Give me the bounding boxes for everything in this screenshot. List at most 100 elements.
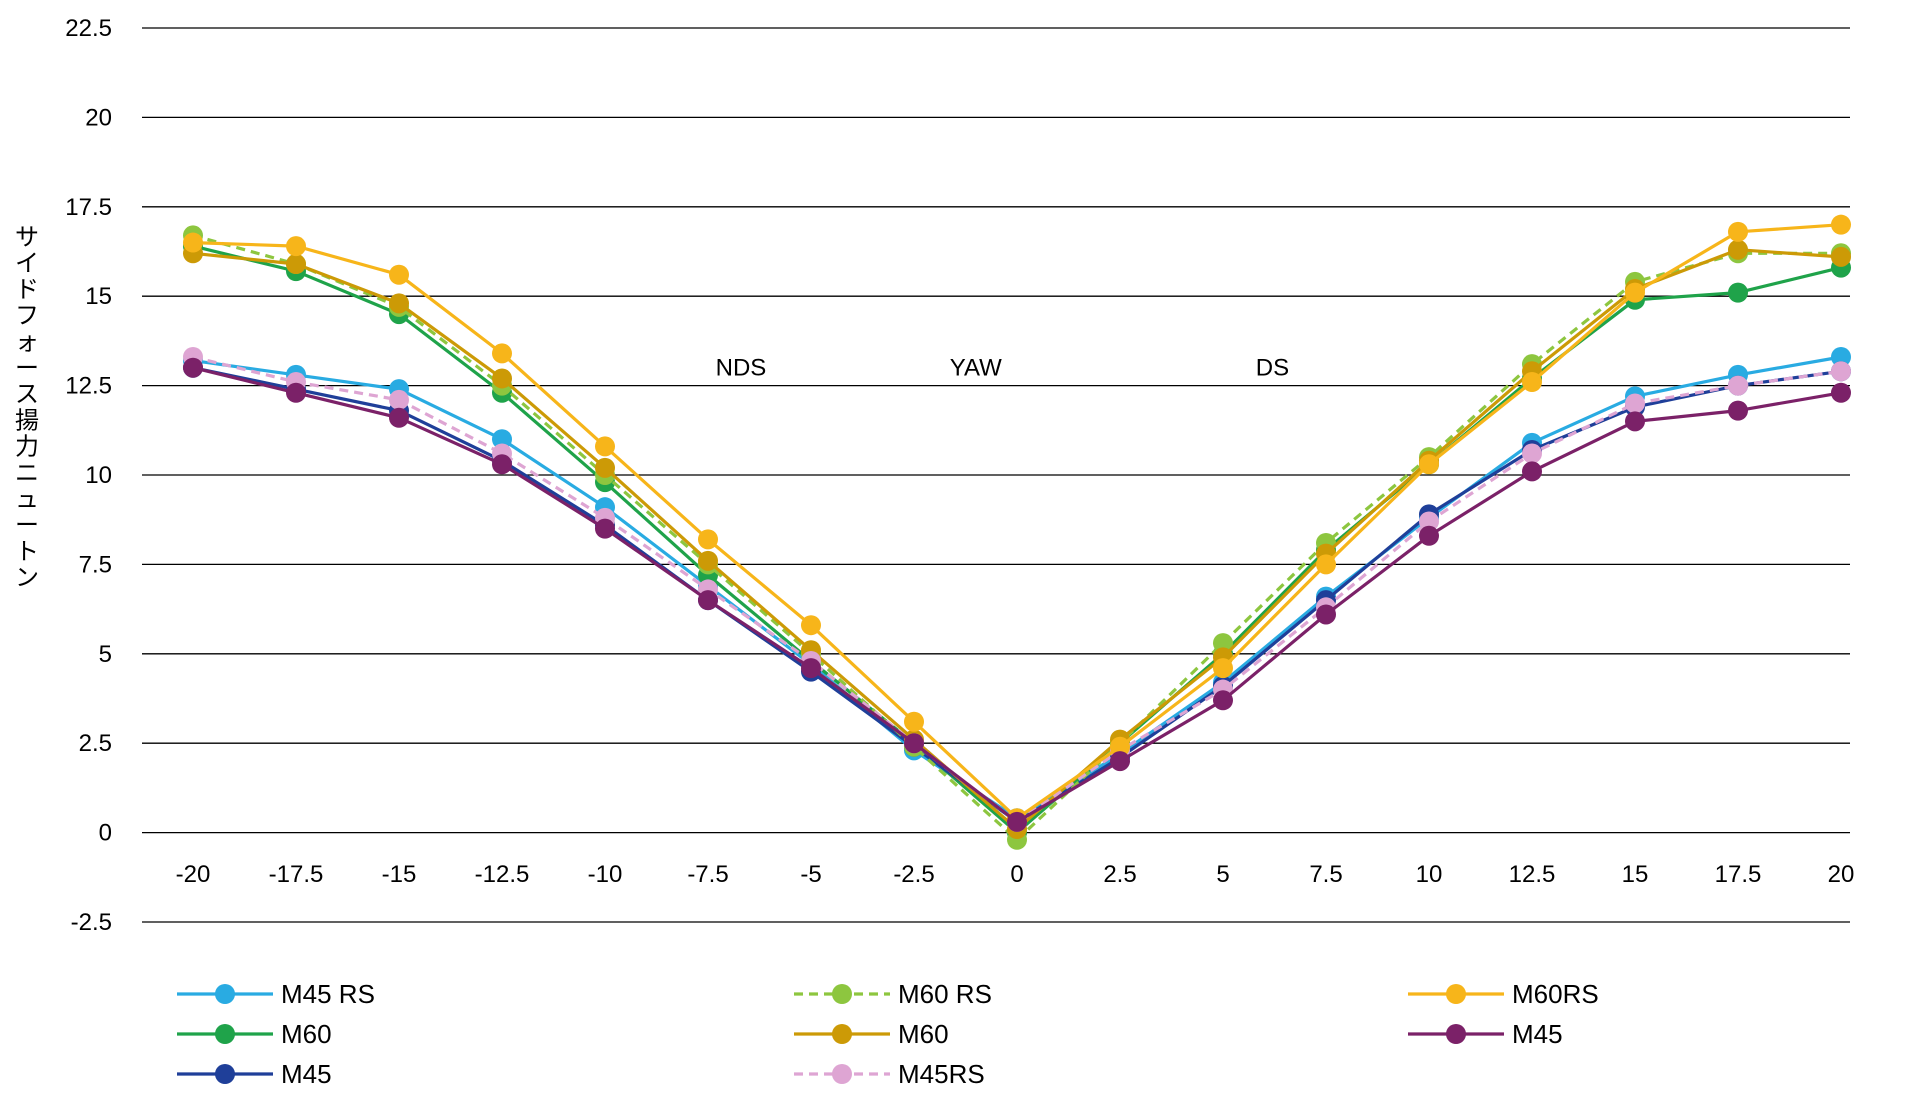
x-tick-label: 0	[1010, 861, 1023, 888]
x-tick-label: 7.5	[1309, 861, 1342, 888]
x-tick-label: -5	[800, 861, 821, 888]
series-m45rs-5	[183, 346, 1851, 832]
data-point	[389, 407, 409, 428]
data-point	[698, 529, 718, 550]
data-point	[1625, 411, 1645, 432]
series-line	[192, 233, 1841, 842]
legend: M45 RS M60 M45 M60 RS M60 M45RS M60RS M45	[177, 979, 1599, 1089]
data-point	[1419, 511, 1439, 532]
data-point	[389, 389, 409, 410]
legend-marker	[1446, 984, 1466, 1004]
data-point	[1728, 400, 1748, 421]
data-point	[1831, 214, 1851, 235]
legend-label: M45RS	[898, 1059, 985, 1089]
x-tick-label: 5	[1216, 861, 1229, 888]
x-tick-label: 15	[1622, 861, 1649, 888]
y-axis-label-char: ン	[15, 564, 39, 592]
legend-label: M60RS	[1512, 979, 1599, 1009]
y-axis-label-char: 力	[15, 433, 39, 461]
series-line	[192, 355, 1842, 820]
legend-item-m60-1: M60	[177, 1019, 332, 1049]
data-point	[1728, 239, 1748, 260]
legend-label: M60	[898, 1019, 949, 1049]
data-point	[1007, 811, 1027, 832]
data-point	[183, 232, 203, 253]
x-tick-label: -15	[382, 861, 417, 888]
y-tick-label: 12.5	[65, 373, 112, 400]
data-point	[1728, 375, 1748, 396]
gridlines	[142, 27, 1850, 923]
legend-label: M45	[1512, 1019, 1563, 1049]
y-tick-label: 20	[85, 104, 112, 131]
y-axis-label-char: ー	[15, 354, 39, 382]
legend-item-m45-7: M45	[1408, 1019, 1563, 1049]
series-line	[192, 366, 1842, 824]
data-point	[595, 518, 615, 539]
legend-item-m60rs-6: M60RS	[1408, 979, 1599, 1009]
data-point	[492, 454, 512, 475]
data-point	[389, 293, 409, 314]
data-point	[801, 615, 821, 636]
data-point	[595, 457, 615, 478]
data-point	[492, 429, 512, 450]
data-point	[1831, 246, 1851, 267]
data-point	[1522, 461, 1542, 482]
x-tick-label: 17.5	[1715, 861, 1762, 888]
data-point	[286, 254, 306, 275]
legend-item-m60-rs-3: M60 RS	[794, 979, 992, 1009]
y-tick-label: -2.5	[71, 909, 112, 936]
y-tick-label: 22.5	[65, 15, 112, 42]
data-point	[1110, 751, 1130, 772]
data-point	[492, 368, 512, 389]
legend-label: M45	[281, 1059, 332, 1089]
data-series	[183, 214, 1851, 850]
annotation-yaw: YAW	[950, 355, 1002, 382]
y-tick-label: 5	[99, 641, 112, 668]
y-tick-label: 7.5	[79, 551, 112, 578]
series-m45-7	[183, 357, 1851, 832]
y-tick-label: 17.5	[65, 194, 112, 221]
data-point	[1831, 361, 1851, 382]
series-m60-rs-3	[183, 225, 1851, 850]
data-point	[1625, 393, 1645, 414]
x-tick-label: -12.5	[475, 861, 530, 888]
series-m45-2	[183, 357, 1851, 832]
series-line	[192, 355, 1842, 824]
legend-item-m45-2: M45	[177, 1059, 332, 1089]
x-tick-label: 10	[1416, 861, 1443, 888]
x-tick-label: -10	[588, 861, 623, 888]
data-point	[1316, 554, 1336, 575]
data-point	[698, 590, 718, 611]
y-axis-label-char: ニ	[15, 459, 39, 487]
legend-marker	[832, 1064, 852, 1084]
data-point	[1831, 382, 1851, 403]
series-line	[192, 248, 1842, 831]
y-axis-label-char: フ	[15, 302, 39, 330]
y-tick-label: 10	[85, 462, 112, 489]
legend-label: M45 RS	[281, 979, 375, 1009]
legend-label: M60 RS	[898, 979, 992, 1009]
y-axis-label-char: ド	[15, 275, 39, 303]
data-point	[183, 357, 203, 378]
data-point	[1419, 525, 1439, 546]
data-point	[698, 550, 718, 571]
legend-marker	[215, 984, 235, 1004]
x-tick-label: -7.5	[687, 861, 728, 888]
annotation-nds: NDS	[716, 355, 767, 382]
x-tick-label: 20	[1828, 861, 1855, 888]
annotation-ds: DS	[1256, 355, 1289, 382]
series-m60rs-6	[183, 214, 1851, 829]
data-point	[1728, 221, 1748, 242]
data-point	[1213, 690, 1233, 711]
legend-marker	[832, 1024, 852, 1044]
data-point	[1625, 282, 1645, 303]
data-point	[1110, 736, 1130, 757]
legend-marker	[832, 984, 852, 1004]
y-axis-label-char: 揚	[15, 406, 39, 434]
y-axis-label-char: ス	[15, 380, 39, 408]
y-axis-label-char: ォ	[15, 328, 39, 356]
data-point	[1213, 633, 1233, 654]
data-point	[286, 236, 306, 257]
